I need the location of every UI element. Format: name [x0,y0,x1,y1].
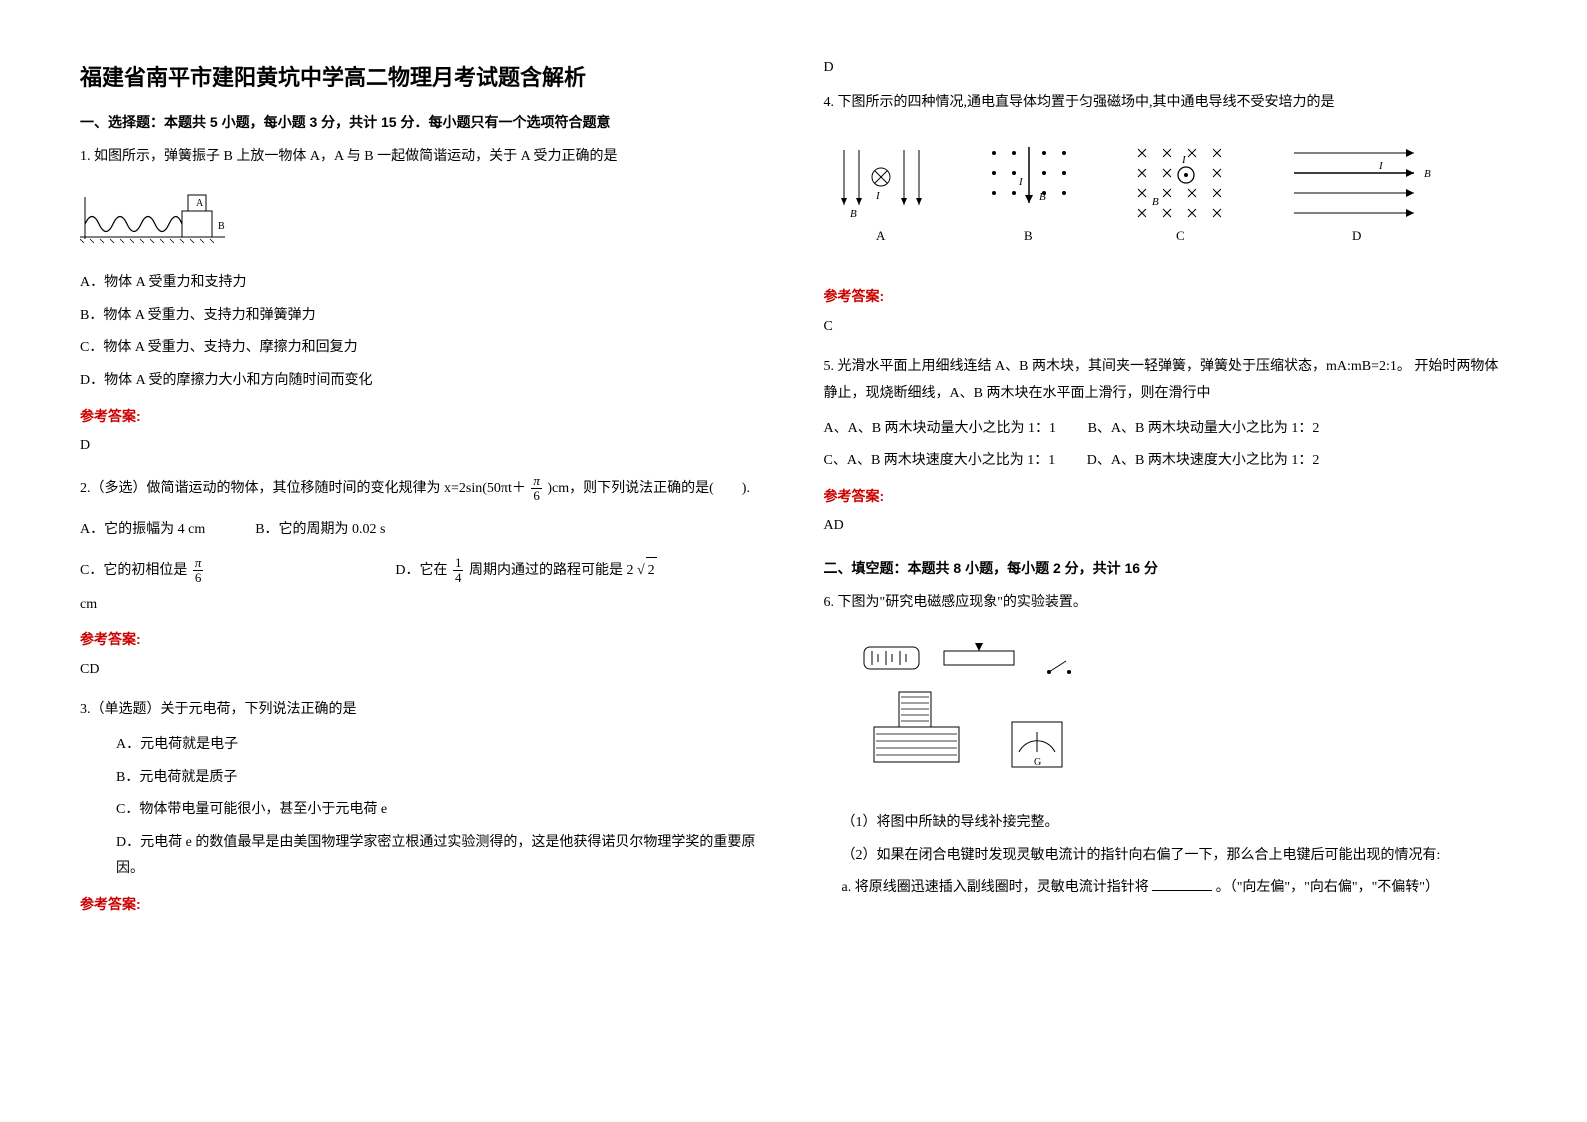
q1-text: 1. 如图所示，弹簧振子 B 上放一物体 A，A 与 B 一起做简谐运动，关于 … [80,144,764,171]
q5-answer-label: 参考答案: [824,483,1508,510]
question-5: 5. 光滑水平面上用细线连结 A、B 两木块，其间夹一轻弹簧，弹簧处于压缩状态，… [824,354,1508,540]
q2-options-row2: C．它的初相位是 π6 D．它在 14 周期内通过的路程可能是 2 √2 [80,550,764,592]
q2-optB: B．它的周期为 0.02 s [255,517,385,544]
page-container: 福建省南平市建阳黄坑中学高二物理月考试题含解析 一、选择题：本题共 5 小题，每… [80,60,1507,929]
q1-optD: D．物体 A 受的摩擦力大小和方向随时间而变化 [80,368,764,395]
q6-a-suffix: 。（"向左偏"，"向右偏"，"不偏转"） [1216,880,1439,895]
question-4: 4. 下图所示的四种情况,通电直导体均置于匀强磁场中,其中通电导线不受安培力的是… [824,90,1508,340]
q3-answer: D [824,60,1508,76]
q6-sub2: （2）如果在闭合电键时发现灵敏电流计的指针向右偏了一下，那么合上电键后可能出现的… [824,843,1508,870]
svg-text:B: B [1152,196,1159,208]
question-6: 6. 下图为"研究电磁感应现象"的实验装置。 [824,590,1508,902]
q4-answer: C [824,314,1508,341]
q2-optA: A．它的振幅为 4 cm [80,517,205,544]
svg-text:A: A [196,198,204,209]
q1-optB: B．物体 A 受重力、支持力和弹簧弹力 [80,303,764,330]
q2-optD-suffix: 周期内通过的路程可能是 2 [469,563,634,578]
pi-over-6-icon: π6 [531,474,542,504]
q2-optD: D．它在 14 周期内通过的路程可能是 2 √2 [395,556,656,586]
q1-answer-label: 参考答案: [80,403,764,430]
q5-row2: C、A、B 两木块速度大小之比为 1：1 D、A、B 两木块速度大小之比为 1：… [824,448,1508,475]
magnetic-field-diagram: I B A I B B [824,135,1464,255]
q6-sub1: （1）将图中所缺的导线补接完整。 [824,810,1508,837]
question-1: 1. 如图所示，弹簧振子 B 上放一物体 A，A 与 B 一起做简谐运动，关于 … [80,144,764,460]
q2-answer: CD [80,657,764,684]
right-column: D 4. 下图所示的四种情况,通电直导体均置于匀强磁场中,其中通电导线不受安培力… [824,60,1508,929]
q3-optA: A．元电荷就是电子 [80,732,764,759]
q2-options-row1: A．它的振幅为 4 cm B．它的周期为 0.02 s [80,511,764,550]
question-3: 3.（单选题）关于元电荷，下列说法正确的是 A．元电荷就是电子 B．元电荷就是质… [80,697,764,917]
svg-text:A: A [876,228,886,243]
q2-optC-prefix: C．它的初相位是 [80,563,187,578]
section1-header: 一、选择题：本题共 5 小题，每小题 3 分，共计 15 分．每小题只有一个选项… [80,112,764,132]
section2-header: 二、填空题：本题共 8 小题，每小题 2 分，共计 16 分 [824,558,1508,578]
q5-text: 5. 光滑水平面上用细线连结 A、B 两木块，其间夹一轻弹簧，弹簧处于压缩状态，… [824,354,1508,407]
left-column: 福建省南平市建阳黄坑中学高二物理月考试题含解析 一、选择题：本题共 5 小题，每… [80,60,764,929]
svg-text:B: B [218,221,225,232]
q5-optC: C、A、B 两木块速度大小之比为 1：1 [824,453,1056,468]
q2-optC: C．它的初相位是 π6 [80,556,205,586]
svg-text:G: G [1034,757,1041,768]
experiment-apparatus-diagram: G [854,637,1074,782]
q5-optB: B、A、B 两木块动量大小之比为 1：2 [1088,421,1320,436]
q1-answer: D [80,433,764,460]
q2-optD-prefix: D．它在 [395,563,447,578]
q1-optA: A．物体 A 受重力和支持力 [80,270,764,297]
svg-text:B: B [1024,228,1033,243]
q5-optD: D、A、B 两木块速度大小之比为 1：2 [1087,453,1320,468]
q5-optA: A、A、B 两木块动量大小之比为 1：1 [824,421,1057,436]
q2-suffix: )cm，则下列说法正确的是( ). [547,481,750,496]
fill-blank [1152,877,1212,891]
svg-text:I: I [1018,176,1024,188]
spring-diagram: A B [80,189,260,244]
svg-text:B: B [850,208,857,220]
q6-text: 6. 下图为"研究电磁感应现象"的实验装置。 [824,590,1508,617]
q2-text: 2.（多选）做简谐运动的物体，其位移随时间的变化规律为 x=2sin(50πt＋… [80,474,764,504]
q5-row1: A、A、B 两木块动量大小之比为 1：1 B、A、B 两木块动量大小之比为 1：… [824,416,1508,443]
q2-unit: cm [80,592,764,619]
q3-optD: D．元电荷 e 的数值最早是由美国物理学家密立根通过实验测得的，这是他获得诺贝尔… [80,830,764,883]
q3-text: 3.（单选题）关于元电荷，下列说法正确的是 [80,697,764,724]
q3-optC: C．物体带电量可能很小，甚至小于元电荷 e [80,797,764,824]
q5-answer: AD [824,513,1508,540]
one-over-four-icon: 14 [453,556,464,586]
document-title: 福建省南平市建阳黄坑中学高二物理月考试题含解析 [80,60,764,92]
svg-text:C: C [1176,228,1185,243]
q3-optB: B．元电荷就是质子 [80,765,764,792]
q3-answer-label: 参考答案: [80,891,764,918]
q2-prefix: 2.（多选）做简谐运动的物体，其位移随时间的变化规律为 x=2sin(50πt＋ [80,481,526,496]
question-2: 2.（多选）做简谐运动的物体，其位移随时间的变化规律为 x=2sin(50πt＋… [80,474,764,684]
svg-text:I: I [1181,154,1187,166]
q1-optC: C．物体 A 受重力、支持力、摩擦力和回复力 [80,335,764,362]
q2-answer-label: 参考答案: [80,626,764,653]
sqrt2-icon: √2 [637,563,657,578]
svg-text:I: I [1378,160,1384,172]
q6-sub-a: a. 将原线圈迅速插入副线圈时，灵敏电流计指针将 。（"向左偏"，"向右偏"，"… [824,875,1508,902]
q4-text: 4. 下图所示的四种情况,通电直导体均置于匀强磁场中,其中通电导线不受安培力的是 [824,90,1508,117]
svg-text:D: D [1352,228,1361,243]
svg-text:I: I [875,190,881,202]
pi-over-6-icon: π6 [193,556,204,586]
svg-text:B: B [1424,168,1431,180]
q4-answer-label: 参考答案: [824,283,1508,310]
svg-text:B: B [1039,191,1046,203]
q6-a-prefix: a. 将原线圈迅速插入副线圈时，灵敏电流计指针将 [842,880,1149,895]
